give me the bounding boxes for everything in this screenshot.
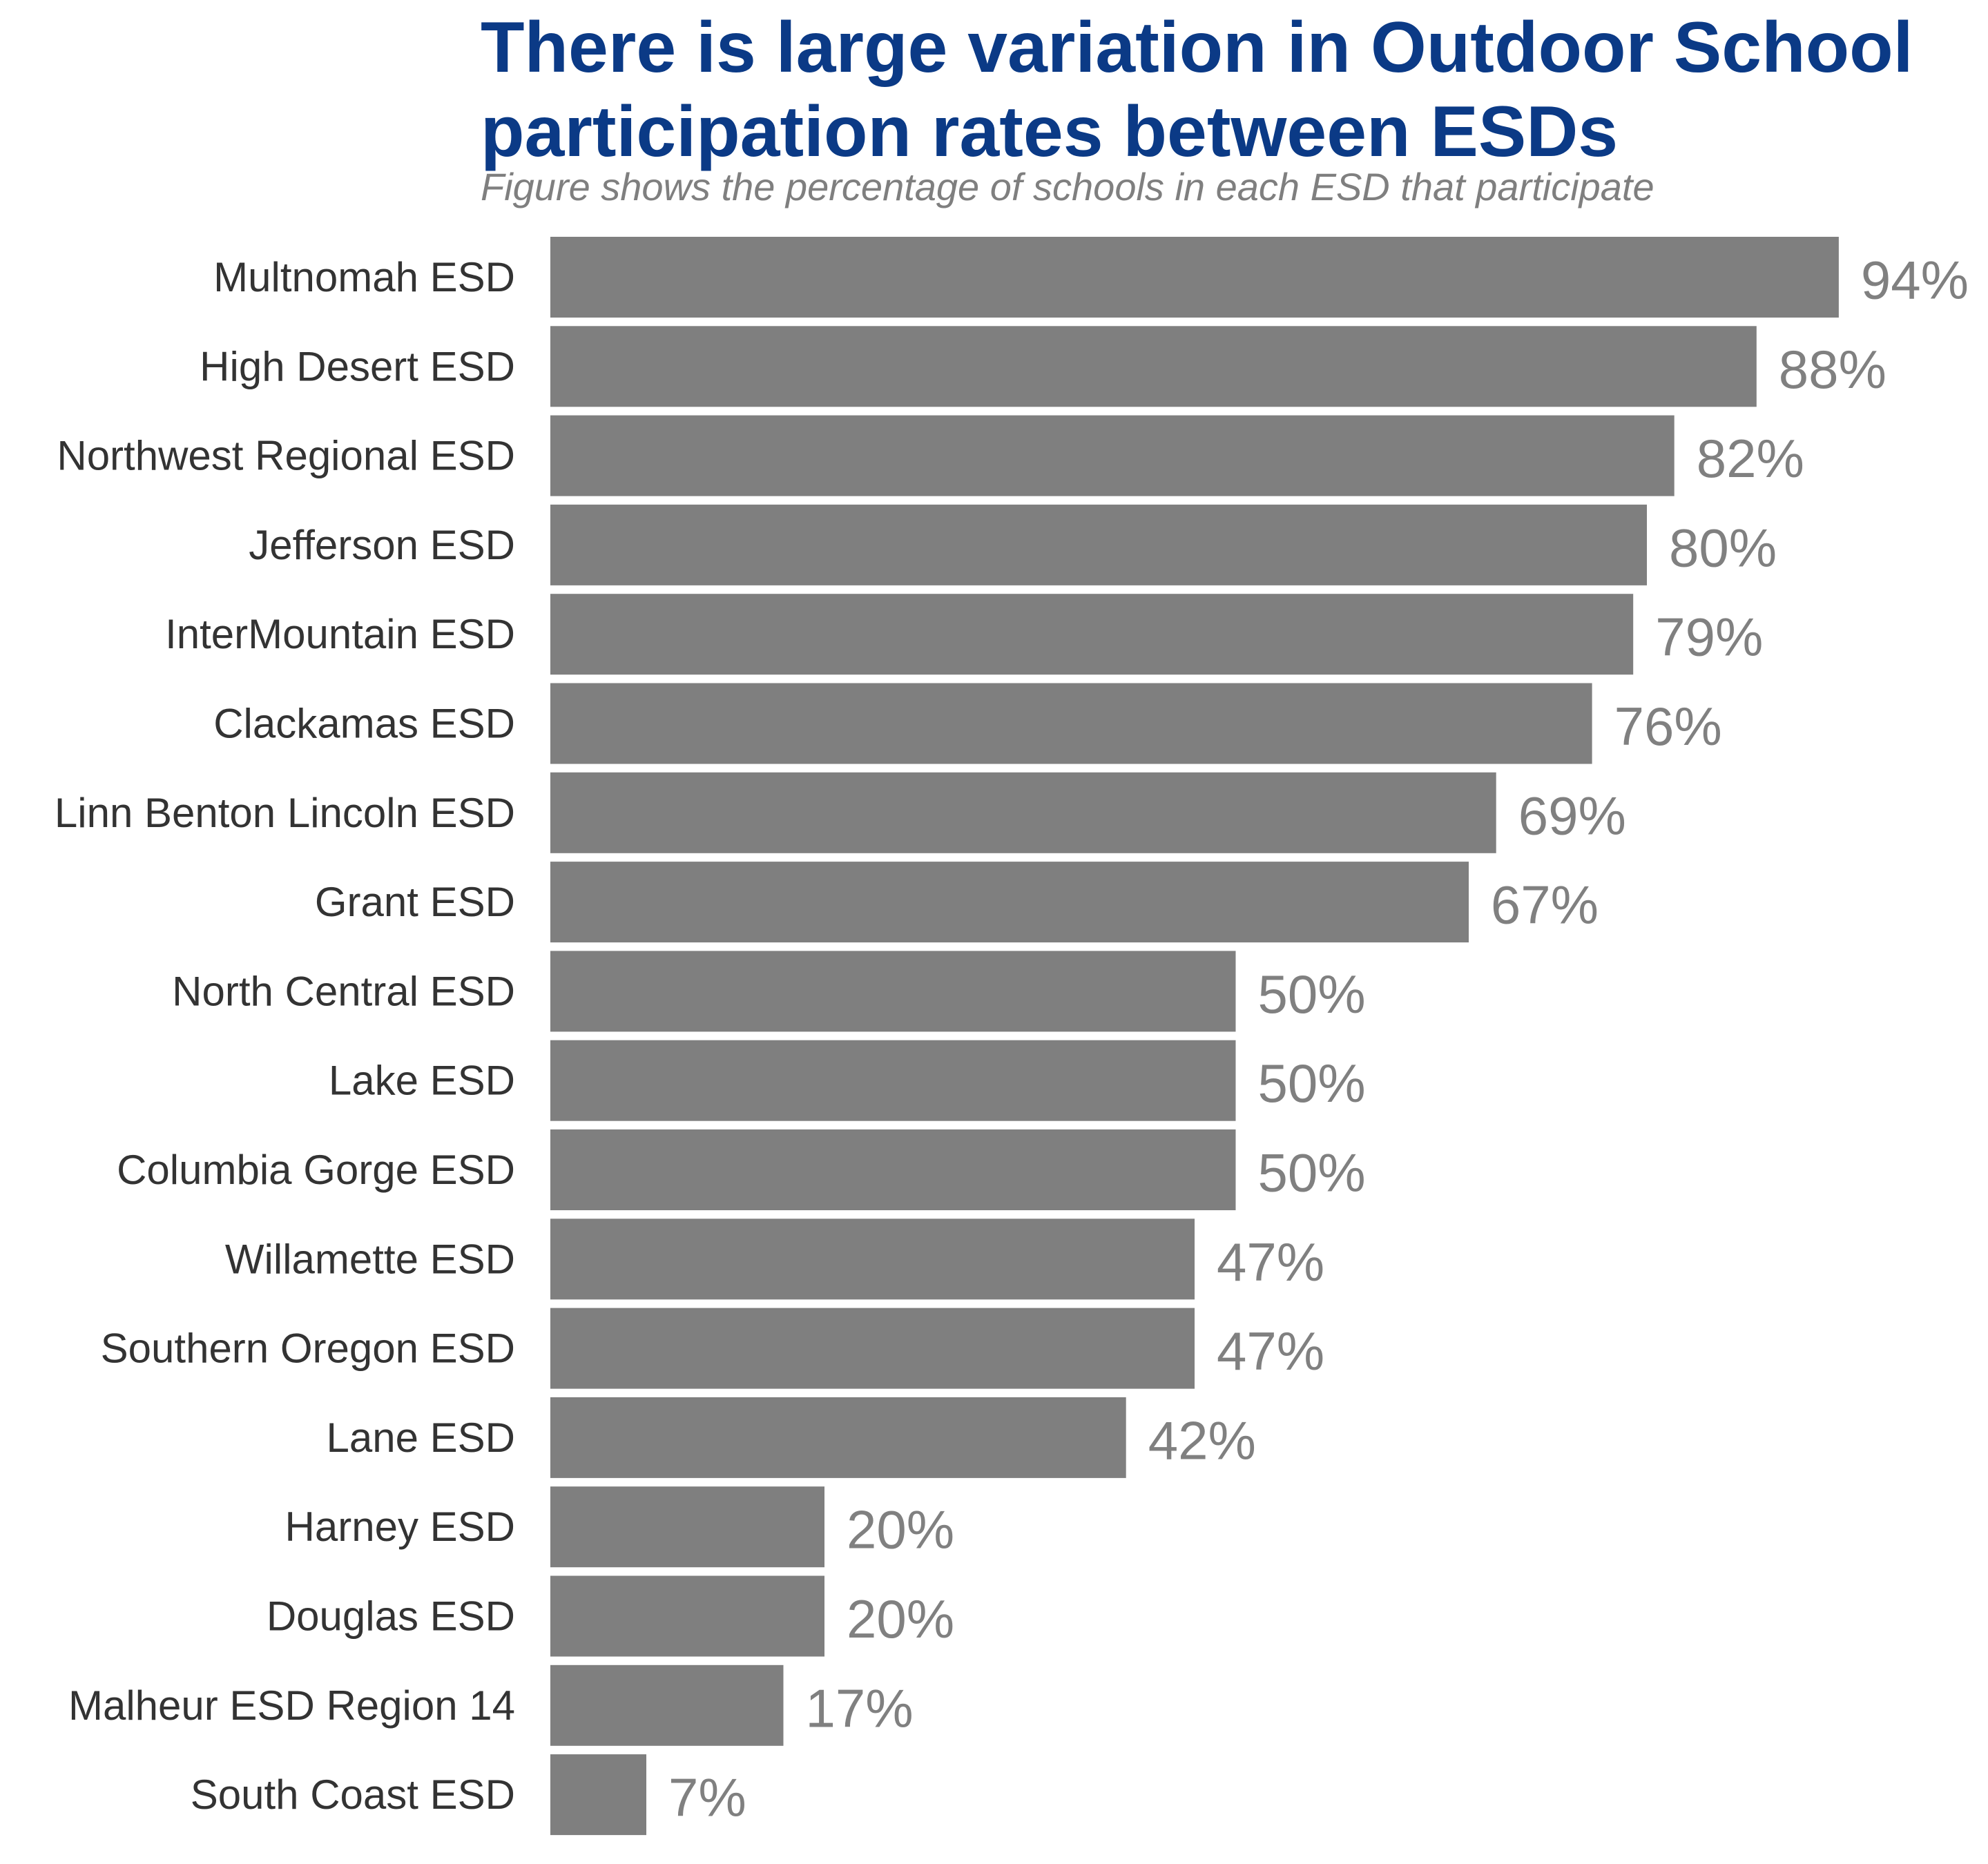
value-label-linn-benton-lincoln-esd: 69% (1518, 785, 1626, 846)
category-label-willamette-esd: Willamette ESD (225, 1236, 515, 1282)
category-label-douglas-esd: Douglas ESD (267, 1593, 515, 1640)
category-label-clackamas-esd: Clackamas ESD (213, 701, 515, 747)
value-label-lake-esd: 50% (1258, 1053, 1366, 1114)
value-label-south-coast-esd: 7% (668, 1767, 746, 1828)
value-label-high-desert-esd: 88% (1779, 339, 1886, 400)
bars-group (550, 237, 1839, 1836)
category-label-northwest-regional-esd: Northwest Regional ESD (57, 433, 515, 479)
category-label-grant-esd: Grant ESD (315, 879, 515, 925)
value-label-columbia-gorge-esd: 50% (1258, 1143, 1366, 1203)
bar-jefferson-esd (550, 504, 1647, 585)
bar-harney-esd (550, 1486, 824, 1568)
bar-willamette-esd (550, 1219, 1195, 1300)
bar-southern-oregon-esd (550, 1308, 1195, 1389)
bar-south-coast-esd (550, 1754, 646, 1836)
category-label-jefferson-esd: Jefferson ESD (249, 522, 515, 568)
value-label-north-central-esd: 50% (1258, 964, 1366, 1025)
bar-multnomah-esd (550, 237, 1839, 318)
category-label-south-coast-esd: South Coast ESD (191, 1771, 515, 1818)
category-label-north-central-esd: North Central ESD (172, 968, 515, 1014)
bar-malheur-esd-region-14 (550, 1664, 784, 1746)
bar-high-desert-esd (550, 326, 1757, 407)
bar-intermountain-esd (550, 594, 1634, 675)
value-label-lane-esd: 42% (1148, 1410, 1256, 1470)
category-label-harney-esd: Harney ESD (285, 1504, 515, 1550)
value-label-intermountain-esd: 79% (1655, 607, 1763, 668)
value-label-multnomah-esd: 94% (1861, 250, 1969, 311)
category-label-multnomah-esd: Multnomah ESD (213, 254, 515, 300)
category-label-high-desert-esd: High Desert ESD (200, 343, 515, 389)
chart-title: There is large variation in Outdoor Scho… (481, 8, 1913, 172)
category-label-linn-benton-lincoln-esd: Linn Benton Lincoln ESD (55, 790, 515, 836)
value-label-clackamas-esd: 76% (1614, 696, 1722, 757)
bar-grant-esd (550, 862, 1469, 943)
value-label-malheur-esd-region-14: 17% (806, 1678, 914, 1738)
category-labels-group: Multnomah ESD High Desert ESD Northwest Re… (55, 254, 515, 1818)
value-label-harney-esd: 20% (847, 1499, 954, 1560)
bar-lake-esd (550, 1040, 1236, 1121)
bar-northwest-regional-esd (550, 415, 1675, 496)
category-label-columbia-gorge-esd: Columbia Gorge ESD (117, 1147, 515, 1193)
bar-lane-esd (550, 1397, 1126, 1478)
category-label-malheur-esd-region-14: Malheur ESD Region 14 (68, 1682, 515, 1729)
bar-north-central-esd (550, 951, 1236, 1032)
category-label-intermountain-esd: InterMountain ESD (165, 611, 515, 657)
bar-douglas-esd (550, 1575, 824, 1657)
chart-subtitle: Figure shows the percentage of schools i… (481, 165, 1654, 208)
value-label-southern-oregon-esd: 47% (1217, 1321, 1324, 1381)
value-label-willamette-esd: 47% (1217, 1232, 1324, 1292)
value-labels-group: 94% 88% 82% 80% 79% 76% 69% 67% 50% 50% 50% 47% 47% 4… (668, 250, 1969, 1828)
category-label-lane-esd: Lane ESD (326, 1415, 515, 1461)
value-label-jefferson-esd: 80% (1669, 517, 1777, 578)
bar-linn-benton-lincoln-esd (550, 772, 1496, 853)
value-label-grant-esd: 67% (1491, 875, 1599, 935)
category-label-southern-oregon-esd: Southern Oregon ESD (101, 1326, 515, 1372)
category-label-lake-esd: Lake ESD (329, 1058, 515, 1104)
value-label-douglas-esd: 20% (847, 1589, 954, 1649)
value-label-northwest-regional-esd: 82% (1697, 428, 1804, 489)
bar-clackamas-esd (550, 683, 1592, 764)
bar-columbia-gorge-esd (550, 1129, 1236, 1210)
